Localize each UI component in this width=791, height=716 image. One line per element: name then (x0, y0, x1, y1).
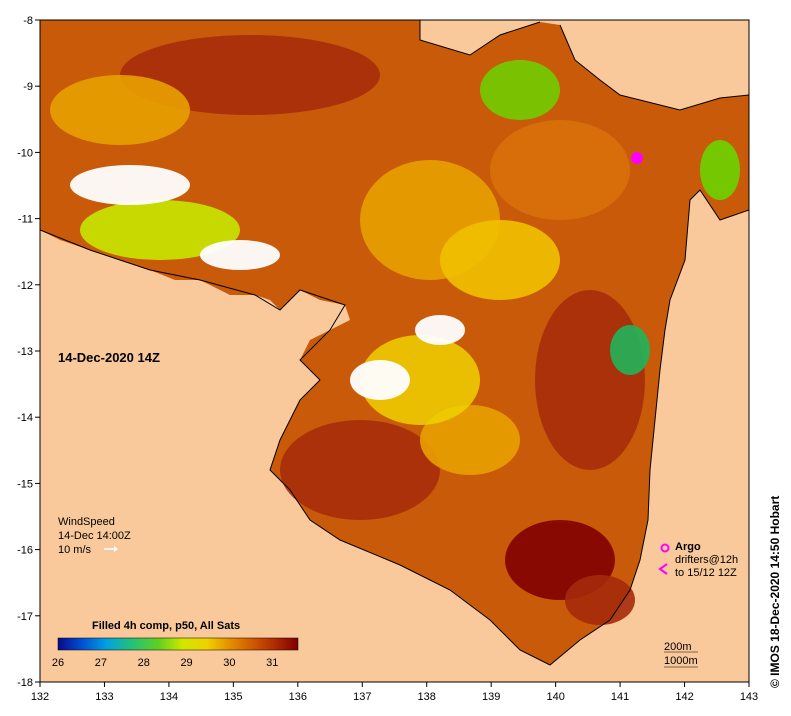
argo-float-icon (660, 543, 670, 553)
y-tick-label: -18 (17, 677, 33, 689)
y-axis: -8 -9 -10 -11 -12 -13 -14 -15 -16 -17 -18 (17, 15, 40, 689)
x-tick-label: 133 (95, 691, 113, 703)
y-tick-label: -10 (17, 147, 33, 159)
colorbar-tick-label: 27 (94, 657, 107, 669)
y-tick-label: -11 (18, 214, 33, 226)
y-tick-label: -15 (17, 478, 33, 490)
colorbar-tick-label: 31 (266, 657, 279, 669)
wind-time: 14-Dec 14:00Z (58, 530, 131, 542)
x-tick-label: 140 (546, 691, 564, 703)
drifter-arrow-icon (658, 563, 668, 575)
colorbar-tick-label: 29 (180, 657, 193, 669)
colorbar-tick-label: 28 (137, 657, 150, 669)
depth-legend: 200m 1000m (664, 640, 698, 668)
argo-title: Argo (675, 541, 701, 553)
y-tick-label: -12 (17, 280, 33, 292)
x-tick-label: 135 (224, 691, 242, 703)
argo-line2: to 15/12 12Z (675, 567, 737, 579)
colorbar (57, 637, 299, 651)
wind-title: WindSpeed (58, 516, 115, 528)
y-tick-label: -14 (17, 412, 33, 424)
colorbar-tick-label: 26 (51, 657, 65, 669)
wind-scale: 10 m/s (58, 544, 92, 556)
date-label: 14-Dec-2020 14Z (58, 350, 160, 365)
argo-float-marker (631, 152, 643, 164)
wind-legend: WindSpeed 14-Dec 14:00Z 10 m/s (58, 515, 131, 557)
x-tick-label: 143 (740, 691, 758, 703)
depth-1000m: 1000m (664, 655, 698, 667)
x-tick-label: 134 (160, 691, 178, 703)
colorbar-title: Filled 4h comp, p50, All Sats (92, 620, 241, 632)
sst-patches (50, 35, 740, 625)
argo-legend: Argo drifters@12h to 15/12 12Z (660, 541, 738, 580)
x-axis: 132 133 134 135 136 137 138 139 140 141 142 143 (31, 682, 758, 703)
y-tick-label: -9 (23, 81, 33, 93)
depth-200m: 200m (664, 641, 692, 653)
y-tick-label: -8 (23, 15, 33, 27)
argo-line1: drifters@12h (675, 554, 739, 566)
wind-scale-arrow-icon (104, 546, 118, 552)
x-tick-label: 136 (289, 691, 307, 703)
x-tick-label: 132 (31, 691, 49, 703)
coastline (40, 189, 749, 666)
colorbar-tick-label: 30 (223, 657, 236, 669)
x-tick-label: 141 (611, 691, 629, 703)
x-tick-label: 142 (675, 691, 693, 703)
y-tick-label: -13 (17, 346, 33, 358)
x-tick-label: 137 (353, 691, 371, 703)
x-tick-label: 138 (418, 691, 436, 703)
y-tick-label: -16 (17, 545, 33, 557)
y-tick-label: -17 (17, 611, 33, 623)
coastline-north (419, 20, 749, 111)
credit-text: © IMOS 18-Dec-2020 14:50 Hobart (768, 495, 782, 688)
x-tick-label: 139 (482, 691, 500, 703)
